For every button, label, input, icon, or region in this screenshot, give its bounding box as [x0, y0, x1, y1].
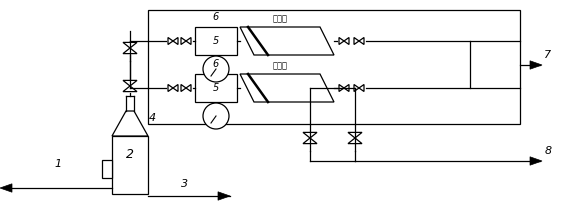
Polygon shape [344, 84, 349, 91]
Polygon shape [0, 184, 12, 192]
Text: 5: 5 [213, 83, 219, 93]
Text: 8: 8 [545, 146, 551, 156]
Bar [195, 74, 237, 102]
Text: 7: 7 [545, 50, 551, 60]
Text: 2: 2 [126, 147, 134, 160]
Polygon shape [186, 84, 191, 91]
Polygon shape [303, 138, 317, 144]
Text: 陶瓷板: 陶瓷板 [273, 14, 287, 23]
Bar [195, 27, 237, 55]
Polygon shape [181, 84, 186, 91]
Polygon shape [218, 192, 230, 200]
Polygon shape [123, 42, 137, 48]
Polygon shape [240, 27, 334, 55]
Text: 4: 4 [149, 113, 155, 123]
Polygon shape [339, 84, 344, 91]
Text: 6: 6 [213, 59, 219, 69]
Bar [148, 10, 520, 124]
Polygon shape [173, 37, 178, 44]
Polygon shape [173, 84, 178, 91]
Polygon shape [112, 111, 148, 136]
Polygon shape [359, 37, 364, 44]
Polygon shape [123, 48, 137, 54]
Text: 5: 5 [213, 36, 219, 46]
Polygon shape [344, 37, 349, 44]
Polygon shape [359, 84, 364, 91]
Polygon shape [348, 132, 362, 138]
Polygon shape [348, 138, 362, 144]
Polygon shape [530, 157, 542, 165]
Polygon shape [168, 84, 173, 91]
Polygon shape [168, 37, 173, 44]
Circle shape [203, 103, 229, 129]
Text: 3: 3 [182, 179, 188, 189]
Bar [112, 136, 148, 194]
Polygon shape [240, 74, 334, 102]
Polygon shape [339, 37, 344, 44]
Polygon shape [123, 80, 137, 86]
Polygon shape [303, 132, 317, 138]
Polygon shape [530, 61, 542, 69]
Polygon shape [123, 86, 137, 92]
Text: 6: 6 [213, 12, 219, 22]
Text: 陶瓷板: 陶瓷板 [273, 62, 287, 70]
Polygon shape [181, 37, 186, 44]
Polygon shape [354, 37, 359, 44]
Text: 1: 1 [55, 159, 61, 169]
Bar [102, 160, 112, 178]
Polygon shape [354, 84, 359, 91]
Polygon shape [186, 37, 191, 44]
Circle shape [203, 56, 229, 82]
